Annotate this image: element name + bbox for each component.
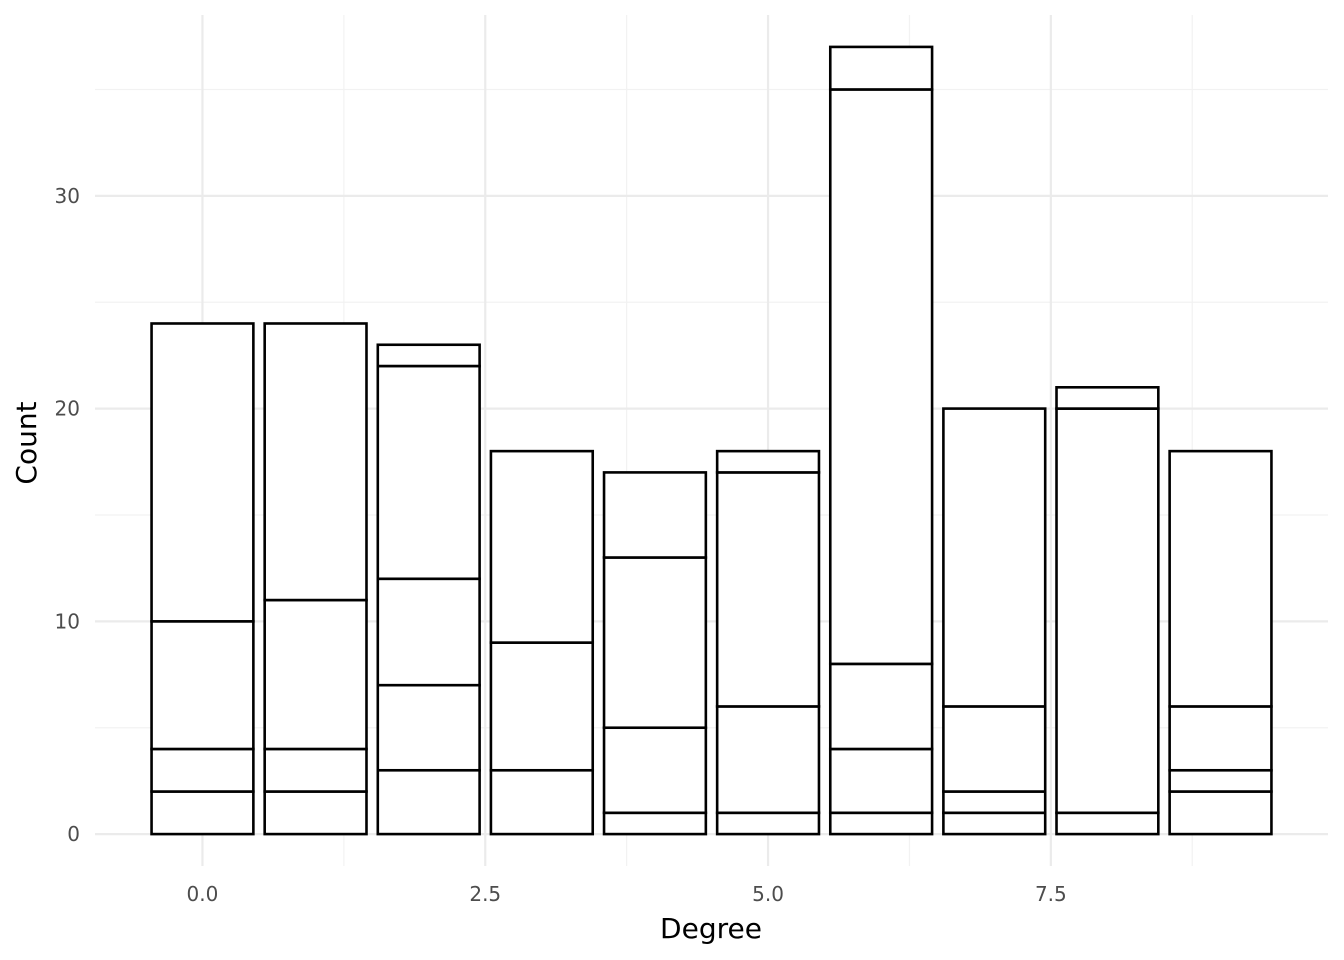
x-tick-label: 2.5 bbox=[469, 882, 501, 906]
bar-stack bbox=[1055, 386, 1160, 836]
y-tick-label: 10 bbox=[55, 609, 80, 633]
bar-segment bbox=[1168, 768, 1273, 793]
bar-segment bbox=[376, 343, 481, 368]
bar-segment bbox=[1055, 811, 1160, 836]
bar-segment bbox=[828, 747, 934, 815]
bar-stack bbox=[602, 471, 708, 836]
bar-segment bbox=[1055, 386, 1160, 410]
bar-stack bbox=[376, 343, 481, 836]
bar-segment bbox=[602, 556, 708, 730]
bar-segment bbox=[150, 322, 255, 623]
bar-segment bbox=[1055, 407, 1160, 815]
bar-segment bbox=[376, 577, 481, 687]
bar-segment bbox=[376, 768, 481, 836]
bar-stack bbox=[1168, 449, 1273, 836]
bar-stack bbox=[489, 449, 595, 836]
bar-segment bbox=[150, 747, 255, 793]
bar-segment bbox=[715, 705, 821, 815]
bar-segment bbox=[1168, 790, 1273, 836]
y-axis-title: Count bbox=[10, 401, 43, 484]
bar-stack bbox=[715, 449, 821, 836]
bar-segment bbox=[150, 620, 255, 751]
bar-segment bbox=[489, 768, 595, 836]
bar-segment bbox=[942, 790, 1047, 815]
bar-segment bbox=[263, 790, 368, 836]
bar-segment bbox=[489, 449, 595, 644]
bar-segment bbox=[715, 471, 821, 708]
bar-stack bbox=[263, 322, 368, 836]
bar-segment bbox=[828, 45, 934, 91]
bar-segment bbox=[263, 598, 368, 751]
bar-stack bbox=[942, 407, 1047, 836]
bar-segment bbox=[263, 747, 368, 793]
y-tick-label: 30 bbox=[55, 184, 80, 208]
bar-segment bbox=[942, 705, 1047, 793]
bar-segment bbox=[489, 641, 595, 772]
bar-segment bbox=[942, 811, 1047, 836]
x-tick-label: 7.5 bbox=[1035, 882, 1067, 906]
bar-segment bbox=[1168, 449, 1273, 708]
bar-segment bbox=[376, 364, 481, 581]
bar-segment bbox=[828, 811, 934, 836]
y-tick-label: 0 bbox=[67, 822, 80, 846]
bar-segment bbox=[942, 407, 1047, 708]
bar-segment bbox=[828, 662, 934, 751]
bar-segment bbox=[263, 322, 368, 602]
bar-segment bbox=[602, 811, 708, 836]
bar-segment bbox=[602, 471, 708, 559]
bar-stack bbox=[150, 322, 255, 836]
bars bbox=[150, 45, 1273, 836]
tick-labels: 0.0 2.5 5.0 7.5 0 10 20 30 bbox=[55, 184, 1067, 906]
y-tick-label: 20 bbox=[55, 397, 80, 421]
x-tick-label: 5.0 bbox=[752, 882, 784, 906]
bar-segment bbox=[150, 790, 255, 836]
bar-segment bbox=[376, 683, 481, 772]
x-axis-title: Degree bbox=[660, 912, 762, 945]
bar-stack bbox=[828, 45, 934, 836]
bar-segment bbox=[1168, 705, 1273, 772]
x-tick-label: 0.0 bbox=[187, 882, 219, 906]
bar-segment bbox=[715, 811, 821, 836]
bar-segment bbox=[715, 449, 821, 474]
bar-segment bbox=[828, 88, 934, 666]
bar-segment bbox=[602, 726, 708, 815]
